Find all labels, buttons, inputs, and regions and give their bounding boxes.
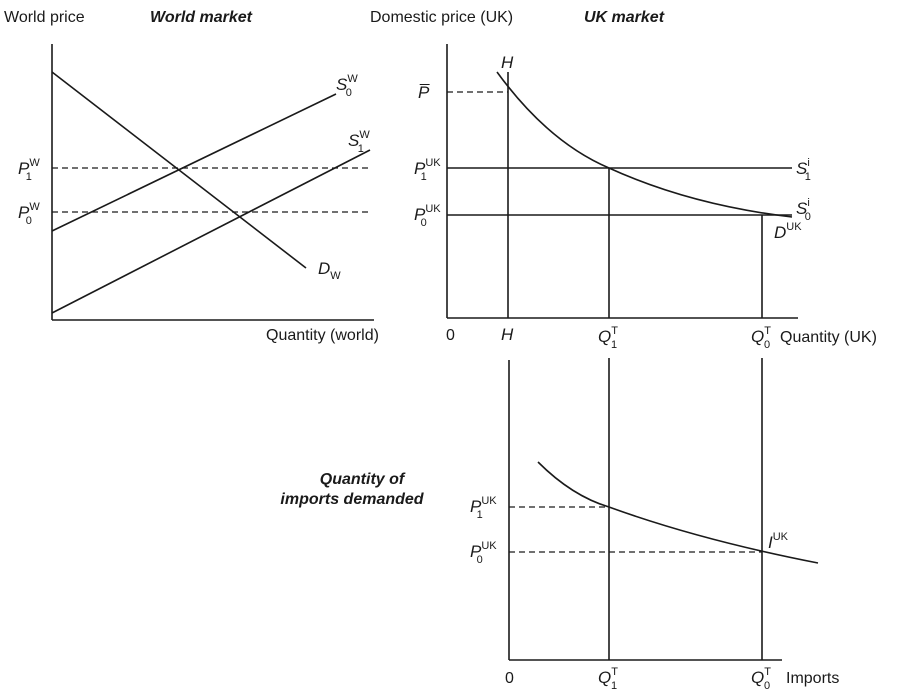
imports-demand-curve [537, 461, 819, 564]
imports-origin-label: 0 [505, 670, 514, 687]
world-supply-s1-curve [51, 149, 371, 314]
imports-p1-label: PUK 1 [470, 495, 497, 521]
uk-h-tick-label: H [501, 325, 514, 344]
uk-demand-label: DUK [774, 221, 802, 242]
imports-panel: Quantity of imports demanded PUK 1 PUK 0 I… [280, 358, 839, 690]
uk-s0-label: Si 0 [796, 197, 811, 223]
uk-q1-tick-label: QT 1 [598, 325, 618, 351]
uk-x-axis-label: Quantity (UK) [780, 329, 877, 346]
uk-p1-label: PUK 1 [414, 157, 441, 183]
world-x-axis-label: Quantity (world) [266, 327, 379, 344]
uk-p0-label: PUK 0 [414, 203, 441, 229]
imports-p0-label: PUK 0 [470, 540, 497, 566]
uk-demand-curve [496, 71, 793, 218]
imports-q1-tick-label: QT 1 [598, 666, 618, 690]
uk-h-top-label: H [501, 53, 514, 72]
world-p0-label: PW 0 [18, 201, 40, 227]
uk-market-panel: Domestic price (UK) UK market H P̅ PUK 1 … [370, 9, 877, 351]
imports-title-line2: imports demanded [280, 491, 424, 508]
uk-s1-label: Si 1 [796, 157, 811, 183]
world-s1-label: SW 1 [348, 129, 370, 155]
imports-curve-label: IUK [768, 531, 789, 552]
imports-x-axis-label: Imports [786, 670, 839, 687]
uk-price-axis-label: Domestic price (UK) [370, 9, 513, 26]
uk-q0-tick-label: QT 0 [751, 325, 771, 351]
uk-market-title: UK market [584, 9, 665, 26]
uk-origin-label: 0 [446, 327, 455, 344]
world-market-panel: World price World market Quantity (world… [4, 9, 379, 344]
world-market-title: World market [150, 9, 253, 26]
uk-pbar-label: P̅ [418, 83, 431, 102]
world-s0-label: SW 0 [336, 73, 358, 99]
world-price-axis-label: World price [4, 9, 85, 26]
world-p1-label: PW 1 [18, 157, 40, 183]
world-supply-s0-curve [51, 93, 337, 232]
imports-title-line1: Quantity of [320, 471, 406, 488]
world-demand-label: DW [318, 259, 341, 282]
imports-q0-tick-label: QT 0 [751, 666, 771, 690]
